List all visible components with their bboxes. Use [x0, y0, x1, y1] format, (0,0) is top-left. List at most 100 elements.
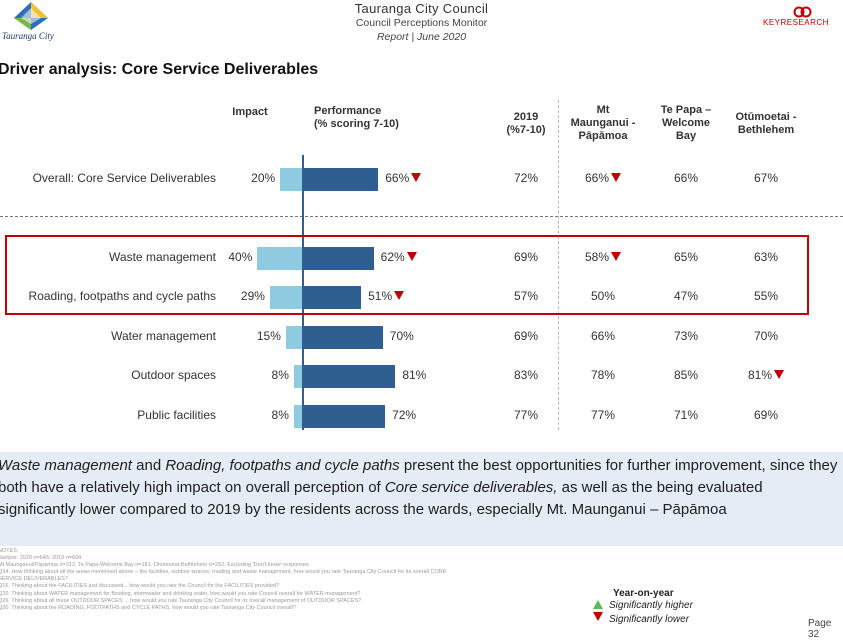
cell-ward-otumoetai-text: 81% — [747, 368, 773, 382]
cell-ward-te-papa: 85% — [673, 368, 699, 382]
performance-value-text: 81% — [402, 368, 427, 382]
row-label: Overall: Core Service Deliverables — [32, 171, 216, 185]
cell-ward-mt-maunganui: 66% — [562, 329, 644, 343]
cell-ward-mt-maunganui-text: 78% — [590, 368, 616, 382]
cell-ward-otumoetai-text: 67% — [753, 171, 779, 185]
impact-value-label: 8% — [271, 408, 289, 422]
footnote-line: Q20. Thinking about WATER management for… — [0, 590, 361, 597]
row-label: Water management — [111, 329, 216, 343]
performance-value-text: 70% — [389, 329, 414, 343]
footnote-line: Q34. How thinking about all the areas me… — [0, 569, 447, 576]
ward-mt-maunganui-column-header: Mt Maunganui - Pāpāmoa — [570, 104, 636, 142]
impact-bar — [293, 364, 303, 388]
cell-ward-otumoetai-text: 69% — [753, 408, 779, 422]
performance-value-label: 81% — [402, 368, 426, 382]
cell-ward-mt-maunganui-text: 50% — [590, 289, 616, 303]
cell-2019: 72% — [513, 171, 539, 185]
performance-value-text: 51% — [368, 289, 393, 303]
cell-ward-otumoetai: 63% — [722, 250, 810, 264]
header-report-line: Report | June 2020 — [376, 31, 467, 43]
sig-lower-icon — [611, 252, 622, 261]
sig-lower-icon — [411, 173, 422, 182]
footnote-line: NOTES: — [0, 548, 19, 554]
impact-bar — [280, 167, 303, 191]
cell-ward-otumoetai: 67% — [722, 171, 810, 185]
keyresearch-logo-icon — [793, 6, 812, 18]
cell-ward-mt-maunganui: 77% — [562, 408, 644, 422]
cell-ward-mt-maunganui-text: 58% — [584, 250, 610, 264]
performance-value-label: 66% — [385, 171, 422, 185]
sig-lower-icon — [394, 291, 405, 300]
cell-ward-mt-maunganui: 58% — [562, 250, 644, 264]
performance-bar — [303, 404, 386, 428]
footnote-line: Q30. Thinking about the ROADING, FOOTPAT… — [0, 604, 296, 611]
footnote-line: Q26. Thinking about all these OUTDOOR SP… — [0, 597, 362, 604]
footnote-line: Sample: 2020 n=645; 2019 n=604. — [0, 555, 83, 562]
header-subtitle: Council Perceptions Monitor — [355, 17, 488, 29]
summary-panel: Waste management and Roading, footpaths … — [0, 452, 843, 546]
sig-lower-icon — [406, 252, 417, 261]
cell-ward-mt-maunganui: 66% — [562, 171, 644, 185]
chart-axis-line — [302, 155, 304, 430]
sig-lower-icon — [774, 370, 785, 379]
impact-bar — [285, 325, 303, 349]
highlight-box — [5, 235, 809, 315]
footnotes: NOTES: Sample: 2020 n=645; 2019 n=604. Mt … — [0, 548, 558, 612]
driver-chart: Overall: Core Service Deliverables 20% 66%… — [29, 167, 810, 428]
performance-column-header: Performance (% scoring 7-10) — [314, 105, 399, 130]
impact-value-label: 29% — [240, 289, 265, 303]
cell-ward-mt-maunganui-text: 77% — [590, 408, 616, 422]
row-label: Public facilities — [137, 408, 216, 422]
performance-bar — [303, 285, 362, 309]
cell-ward-mt-maunganui-text: 66% — [590, 329, 616, 343]
keyresearch-logo-text: KEYRESEARCH — [763, 18, 829, 27]
summary-text: Waste management and Roading, footpaths … — [0, 457, 838, 518]
footnote-line: Q16. Thinking about the FACILITIES just … — [0, 583, 280, 590]
header-title: Tauranga City Council — [354, 1, 489, 16]
page-title: Driver analysis: Core Service Deliverabl… — [0, 61, 319, 78]
performance-bar — [303, 167, 379, 191]
cell-ward-te-papa: 73% — [673, 329, 699, 343]
cell-ward-te-papa: 71% — [673, 408, 699, 422]
cell-ward-otumoetai-text: 63% — [753, 250, 779, 264]
footnote-line: Mt Maunganui/Pāpāmoa n=212, Te Papa-Welc… — [0, 562, 309, 569]
page-number: Page 32 — [808, 618, 832, 640]
impact-bar — [257, 246, 303, 270]
year-2019-column-header: 2019 (%7-10) — [506, 111, 546, 136]
cell-ward-otumoetai: 81% — [722, 368, 810, 382]
performance-bar — [303, 325, 383, 349]
performance-value-text: 72% — [392, 408, 417, 422]
keyresearch-logo: KEYRESEARCH — [763, 6, 843, 30]
cell-ward-otumoetai-text: 55% — [753, 289, 779, 303]
performance-bar — [303, 246, 374, 270]
cell-2019: 69% — [513, 329, 539, 343]
cell-ward-otumoetai: 70% — [722, 329, 810, 343]
performance-value-text: 62% — [380, 250, 405, 264]
cell-ward-te-papa: 47% — [673, 289, 699, 303]
legend-item-higher: Significantly higher — [593, 599, 733, 612]
sig-lower-icon — [611, 173, 622, 182]
impact-value-label: 8% — [271, 368, 289, 382]
impact-value-label: 40% — [228, 250, 253, 264]
performance-value-label: 70% — [390, 329, 414, 343]
council-logo-text: Tauranga City — [2, 31, 54, 41]
footnote-line: SERVICE DELIVERABLES? — [0, 576, 68, 583]
up-triangle-icon — [593, 600, 603, 609]
cell-2019: 83% — [513, 368, 539, 382]
cell-2019: 69% — [513, 250, 539, 264]
cell-ward-otumoetai: 55% — [722, 289, 810, 303]
report-header: Tauranga City Council Council Perception… — [0, 0, 843, 44]
ward-te-papa-column-header: Te Papa – Welcome Bay — [660, 104, 712, 142]
cell-ward-te-papa: 66% — [673, 171, 699, 185]
row-label: Waste management — [109, 250, 216, 264]
column-divider — [558, 100, 559, 430]
impact-value-label: 20% — [251, 171, 276, 185]
performance-bar — [303, 364, 396, 388]
legend-title: Year-on-year — [613, 588, 674, 599]
performance-value-label: 51% — [368, 289, 405, 303]
council-logo-icon — [14, 2, 48, 30]
legend-item-lower: Significantly lower — [593, 612, 733, 625]
cell-ward-otumoetai: 69% — [722, 408, 810, 422]
cell-ward-mt-maunganui-text: 66% — [584, 171, 610, 185]
section-divider — [0, 216, 843, 217]
